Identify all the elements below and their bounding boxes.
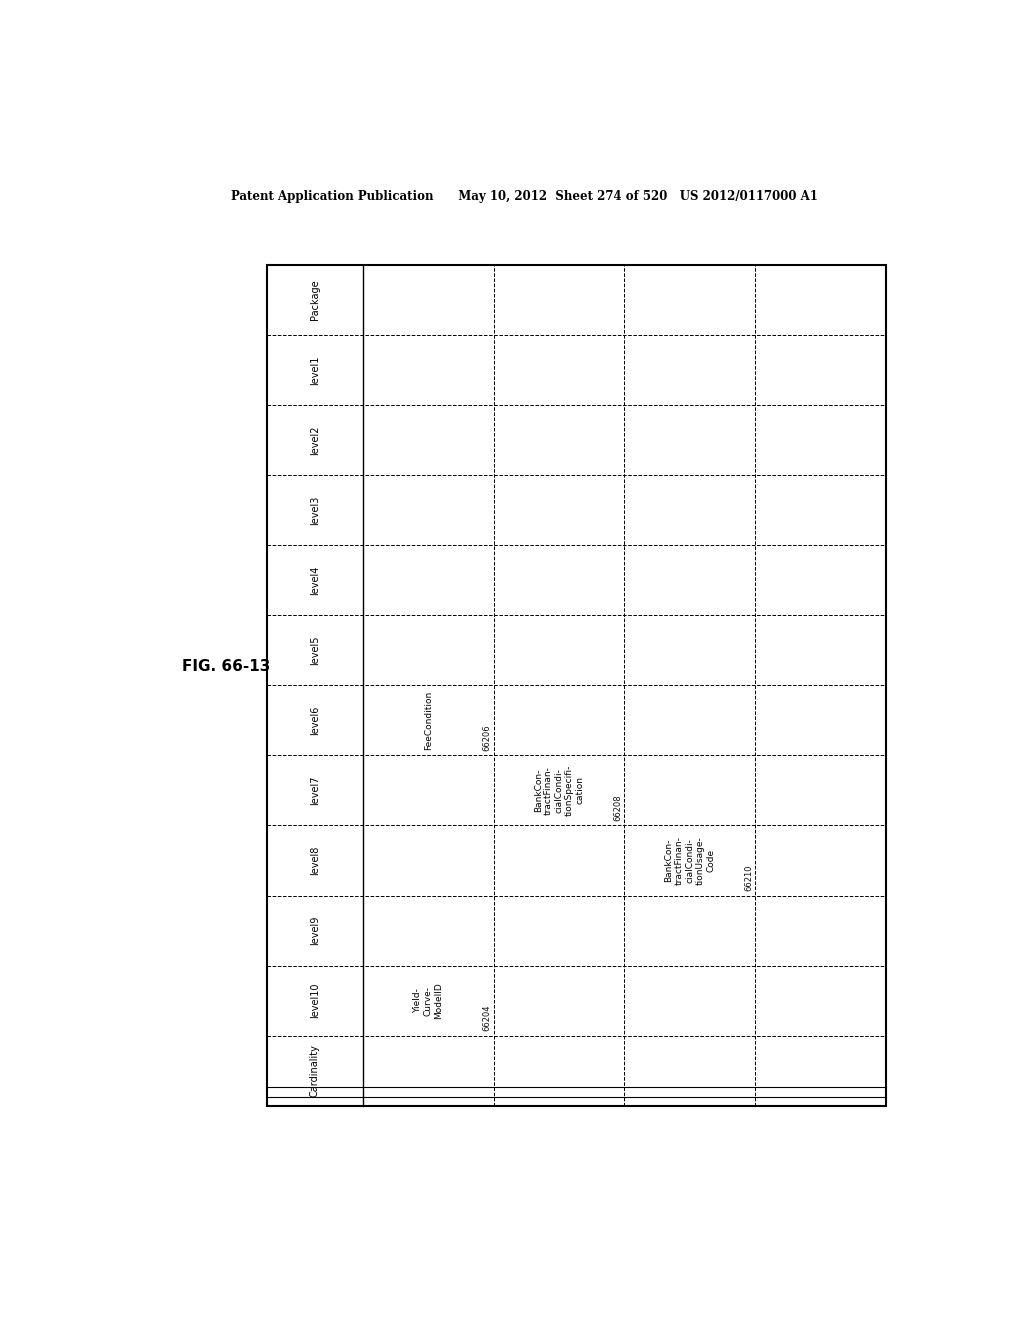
Text: level4: level4 bbox=[310, 566, 319, 595]
Text: Yield-
Curve-
ModelID: Yield- Curve- ModelID bbox=[414, 982, 443, 1019]
Text: level8: level8 bbox=[310, 846, 319, 875]
Text: 66208: 66208 bbox=[613, 795, 623, 821]
Text: Cardinality: Cardinality bbox=[310, 1044, 319, 1097]
Text: FeeCondition: FeeCondition bbox=[424, 690, 433, 750]
Text: level9: level9 bbox=[310, 916, 319, 945]
Text: 66210: 66210 bbox=[744, 865, 754, 891]
Text: BankCon-
tractFinan-
cialCondi-
tionUsage-
Code: BankCon- tractFinan- cialCondi- tionUsag… bbox=[665, 836, 715, 884]
Text: level2: level2 bbox=[310, 425, 319, 455]
Text: Package: Package bbox=[310, 280, 319, 321]
Text: level7: level7 bbox=[310, 776, 319, 805]
Text: level6: level6 bbox=[310, 706, 319, 735]
Text: level5: level5 bbox=[310, 636, 319, 665]
Text: level3: level3 bbox=[310, 495, 319, 525]
Bar bbox=[267, 265, 886, 1106]
Text: level1: level1 bbox=[310, 355, 319, 385]
Text: FIG. 66-13: FIG. 66-13 bbox=[182, 659, 270, 675]
Text: Patent Application Publication      May 10, 2012  Sheet 274 of 520   US 2012/011: Patent Application Publication May 10, 2… bbox=[231, 190, 818, 202]
Text: level10: level10 bbox=[310, 983, 319, 1018]
Text: 66206: 66206 bbox=[482, 725, 492, 751]
Text: BankCon-
tractFinan-
cialCondi-
tionSpecifi-
cation: BankCon- tractFinan- cialCondi- tionSpec… bbox=[534, 764, 585, 816]
Text: 66204: 66204 bbox=[482, 1005, 492, 1031]
